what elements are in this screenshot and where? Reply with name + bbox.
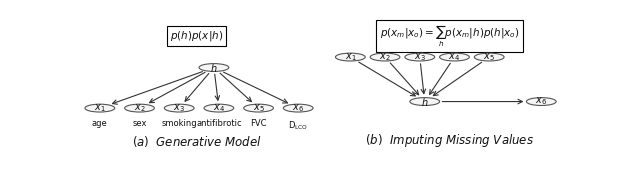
- Circle shape: [370, 53, 400, 61]
- Circle shape: [474, 53, 504, 61]
- Text: $p(x_m|x_o) = \sum_h p(x_m|h)p(h|x_o)$: $p(x_m|x_o) = \sum_h p(x_m|h)p(h|x_o)$: [380, 23, 520, 49]
- Text: $x_6$: $x_6$: [292, 102, 304, 114]
- Circle shape: [405, 53, 435, 61]
- Text: smoking: smoking: [161, 119, 197, 128]
- Circle shape: [244, 104, 273, 112]
- Text: FVC: FVC: [250, 119, 267, 128]
- Circle shape: [199, 64, 229, 71]
- Circle shape: [526, 98, 556, 105]
- Circle shape: [204, 104, 234, 112]
- Circle shape: [440, 53, 469, 61]
- Text: $\mathrm{D_{LCO}}$: $\mathrm{D_{LCO}}$: [288, 119, 308, 132]
- Text: $x_1$: $x_1$: [344, 51, 356, 63]
- Circle shape: [335, 53, 365, 61]
- Text: $p(h)p(x|h)$: $p(h)p(x|h)$: [170, 29, 223, 43]
- Text: $x_2$: $x_2$: [380, 51, 391, 63]
- Text: $x_2$: $x_2$: [134, 102, 145, 114]
- Text: antifibrotic: antifibrotic: [196, 119, 242, 128]
- Text: $x_4$: $x_4$: [449, 51, 460, 63]
- Text: $x_1$: $x_1$: [94, 102, 106, 114]
- Circle shape: [125, 104, 154, 112]
- Text: sex: sex: [132, 119, 147, 128]
- Text: $h$: $h$: [421, 96, 428, 108]
- Text: $x_3$: $x_3$: [173, 102, 185, 114]
- Text: $x_4$: $x_4$: [213, 102, 225, 114]
- Text: $(b)$  Imputing Missing Values: $(b)$ Imputing Missing Values: [365, 132, 534, 149]
- Circle shape: [85, 104, 115, 112]
- Text: age: age: [92, 119, 108, 128]
- Text: $(a)$  Generative Model: $(a)$ Generative Model: [132, 134, 262, 149]
- Text: $x_5$: $x_5$: [253, 102, 264, 114]
- Circle shape: [410, 98, 440, 105]
- Circle shape: [284, 104, 313, 112]
- Text: $x_5$: $x_5$: [483, 51, 495, 63]
- Text: $x_3$: $x_3$: [414, 51, 426, 63]
- Circle shape: [164, 104, 194, 112]
- Text: $x_6$: $x_6$: [535, 96, 547, 107]
- Text: $h$: $h$: [210, 62, 218, 73]
